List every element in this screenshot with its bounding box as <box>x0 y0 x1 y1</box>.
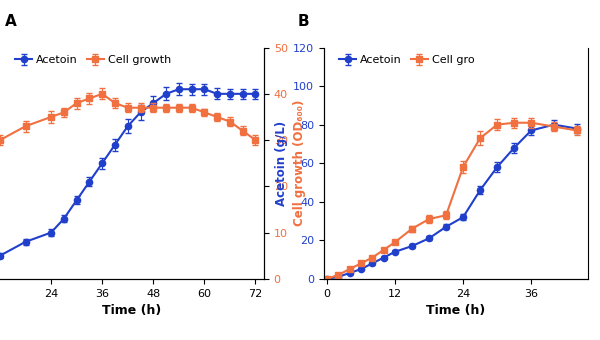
Y-axis label: Acetoin (g/L): Acetoin (g/L) <box>275 121 287 206</box>
Text: A: A <box>5 14 17 29</box>
Legend: Acetoin, Cell growth: Acetoin, Cell growth <box>11 51 176 70</box>
Y-axis label: Cell growth (OD₆₀₀): Cell growth (OD₆₀₀) <box>293 100 307 226</box>
X-axis label: Time (h): Time (h) <box>103 304 161 317</box>
Legend: Acetoin, Cell gro: Acetoin, Cell gro <box>335 51 479 70</box>
Text: B: B <box>298 14 309 29</box>
X-axis label: Time (h): Time (h) <box>427 304 485 317</box>
